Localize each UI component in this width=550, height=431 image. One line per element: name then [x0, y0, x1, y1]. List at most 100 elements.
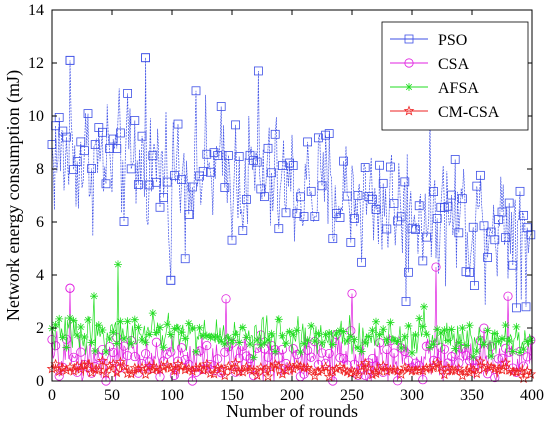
series-marker — [217, 337, 226, 346]
series-marker — [55, 314, 64, 323]
series-marker — [219, 370, 231, 381]
series-marker — [317, 348, 327, 358]
series-marker — [339, 156, 349, 166]
x-tick-label: 150 — [220, 387, 244, 404]
series-marker — [163, 320, 172, 329]
series-marker — [82, 358, 94, 370]
series-marker — [454, 338, 463, 347]
series-marker — [324, 129, 334, 139]
series-marker — [108, 347, 118, 358]
series-marker — [313, 365, 324, 377]
series-marker — [145, 330, 154, 339]
series-marker — [191, 86, 201, 96]
series-marker — [480, 340, 488, 349]
y-tick-label: 0 — [36, 373, 44, 390]
legend: PSO CSA AFSA CM-CSA — [381, 21, 529, 131]
series-marker — [415, 314, 424, 323]
series-marker — [112, 144, 122, 153]
series-marker — [224, 333, 233, 342]
series-marker — [309, 370, 321, 381]
series-marker — [336, 326, 344, 335]
series-marker — [323, 371, 335, 382]
series-marker — [377, 360, 389, 371]
series-marker — [134, 323, 143, 332]
series-marker — [213, 332, 222, 341]
series-marker — [357, 257, 367, 267]
series-marker — [501, 321, 510, 330]
y-tick-label: 4 — [36, 267, 44, 284]
series-marker — [497, 353, 507, 363]
series-marker — [386, 318, 395, 327]
series-marker — [352, 369, 364, 380]
series-marker — [76, 137, 86, 147]
series-marker — [259, 192, 269, 202]
series-marker — [241, 195, 251, 204]
series-marker — [292, 350, 302, 360]
series-marker — [62, 132, 71, 142]
series-marker — [303, 137, 313, 147]
series-marker — [231, 330, 240, 339]
series-marker — [364, 332, 373, 341]
series-marker — [343, 336, 352, 345]
series-marker — [471, 368, 483, 379]
series-marker — [83, 109, 93, 119]
series-marker — [418, 375, 428, 385]
series-marker — [123, 317, 132, 326]
series-marker — [346, 332, 355, 341]
series-marker — [65, 283, 75, 293]
series-marker — [166, 275, 176, 285]
series-marker — [216, 102, 226, 111]
series-marker — [522, 223, 532, 233]
series-marker — [158, 361, 169, 372]
series-marker — [101, 179, 111, 189]
series-marker — [242, 333, 251, 342]
series-marker — [408, 348, 416, 357]
series-marker — [472, 347, 481, 356]
series-marker — [400, 346, 410, 357]
x-tick-label: 350 — [460, 387, 484, 404]
series-marker — [475, 355, 486, 366]
series-marker — [223, 151, 233, 160]
series-afsa — [48, 260, 535, 362]
series-marker — [451, 344, 460, 353]
series-marker — [515, 186, 525, 196]
series-marker — [180, 254, 190, 264]
series-marker — [461, 350, 471, 360]
series-marker — [102, 347, 110, 356]
series-marker — [69, 316, 78, 325]
series-marker — [248, 364, 259, 376]
series-marker — [230, 357, 241, 368]
x-tick-label: 250 — [340, 387, 364, 404]
y-tick-label: 2 — [36, 320, 44, 337]
series-marker — [447, 325, 456, 334]
series-marker — [389, 348, 399, 358]
series-marker — [123, 89, 132, 98]
legend-label: AFSA — [438, 80, 479, 97]
series-marker — [414, 201, 424, 211]
series-marker — [260, 338, 269, 347]
series-marker — [253, 336, 262, 345]
series-marker — [446, 365, 457, 376]
series-marker — [156, 323, 164, 332]
series-marker — [462, 341, 470, 350]
series-marker — [378, 178, 388, 188]
series-marker — [98, 325, 107, 334]
series-marker — [375, 330, 384, 339]
series-marker — [522, 352, 532, 362]
series-marker — [501, 233, 511, 242]
series-marker — [318, 338, 326, 347]
series-marker — [256, 341, 265, 350]
x-tick-label: 50 — [104, 387, 120, 404]
legend-label: CM-CSA — [438, 104, 500, 121]
series-marker — [252, 157, 262, 167]
series-marker — [173, 119, 183, 129]
series-marker — [320, 361, 331, 372]
series-cm-csa — [46, 355, 537, 384]
series-marker — [493, 363, 504, 375]
series-marker — [179, 364, 191, 375]
series-marker — [277, 161, 287, 170]
series-marker — [136, 362, 148, 373]
x-tick-label: 100 — [160, 387, 184, 404]
series-marker — [379, 325, 388, 334]
series-marker — [372, 317, 380, 326]
